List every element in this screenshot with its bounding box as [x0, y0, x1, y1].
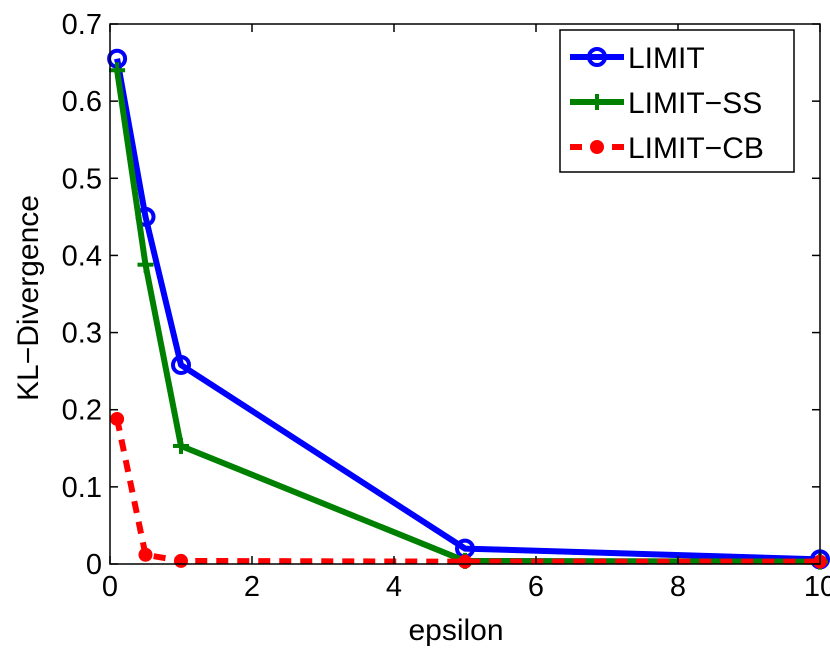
legend-label: LIMIT−SS [628, 87, 762, 120]
y-tick-label: 0.3 [62, 318, 102, 350]
legend-entry-1: LIMIT−SS [570, 87, 762, 120]
y-tick-label: 0.1 [62, 472, 102, 504]
y-tick-label: 0.2 [62, 395, 102, 427]
legend-entry-2: LIMIT−CB [570, 132, 764, 165]
series-layer [107, 48, 830, 570]
data-point [171, 354, 191, 375]
y-tick-label: 0.7 [62, 9, 102, 41]
x-tick-label: 6 [528, 571, 544, 603]
legend-marker [587, 47, 607, 67]
y-tick-label: 0.4 [62, 240, 102, 272]
legend-label: LIMIT [628, 42, 705, 75]
y-tick-label: 0 [86, 549, 102, 581]
y-tick-label: 0.6 [62, 86, 102, 118]
legend-marker [589, 94, 605, 110]
x-tick-label: 10 [804, 571, 830, 603]
data-point [174, 553, 188, 568]
legend: LIMIT LIMIT−SS LIMIT−CB [559, 29, 795, 173]
legend-label: LIMIT−CB [628, 132, 764, 165]
legend-marker [590, 140, 604, 154]
x-axis-label: epsilon [408, 614, 503, 647]
data-point [137, 256, 154, 273]
legend-entry-0: LIMIT [570, 42, 705, 75]
y-tick-label: 0.5 [62, 163, 102, 195]
x-tick-label: 2 [244, 571, 260, 603]
data-point [173, 437, 189, 454]
x-tick-label: 0 [102, 571, 118, 603]
x-tick-label: 4 [386, 571, 402, 603]
data-point [110, 411, 125, 426]
series-line [114, 58, 821, 563]
x-tick-label: 8 [670, 571, 686, 603]
axes-layer: 0 2 4 6 8 10 0 0.1 0.2 0.3 0.4 0.5 0.6 0.7 [62, 9, 830, 603]
data-point [109, 62, 126, 79]
data-point [138, 547, 153, 562]
y-axis-label: KL−Divergence [12, 195, 45, 401]
axes-frame [109, 23, 821, 565]
data-point [458, 554, 472, 569]
